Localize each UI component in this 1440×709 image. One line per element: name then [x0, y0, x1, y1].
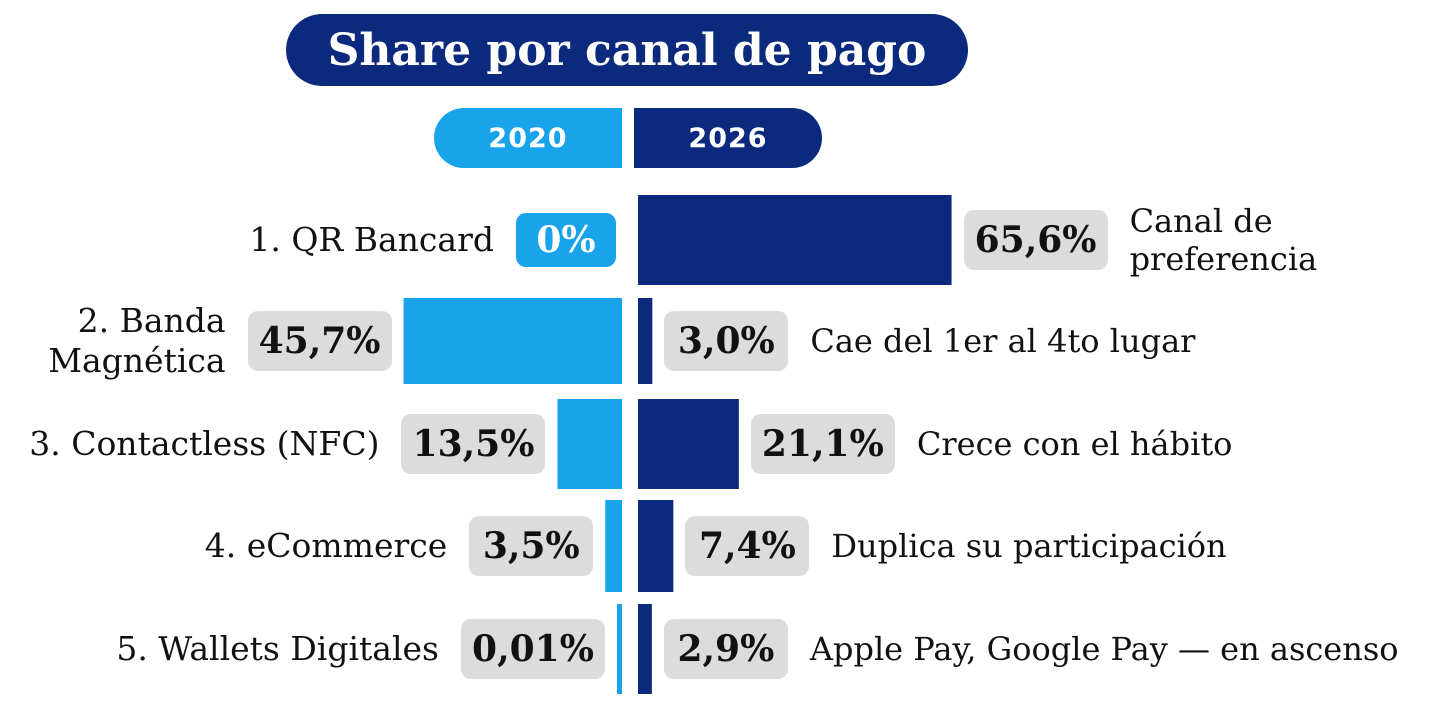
category-label-2: 2. Banda Magnética — [48, 301, 226, 380]
legend-2026: 2026 — [634, 108, 822, 168]
note-2: Cae del 1er al 4to lugar — [810, 322, 1196, 360]
chart-title: Share por canal de pago — [286, 14, 968, 86]
bar-2026-4 — [638, 500, 674, 592]
bar-2026-5 — [638, 604, 652, 694]
category-label-1: 1. QR Bancard — [249, 220, 494, 259]
bar-2020-2 — [403, 298, 622, 384]
category-label-4: 4. eCommerce — [204, 526, 448, 565]
bar-2026-3 — [638, 399, 739, 489]
bar-2020-5 — [617, 604, 622, 694]
category-label-3: 3. Contactless (NFC) — [29, 424, 380, 463]
bar-2020-4 — [605, 500, 622, 592]
value-2026-4: 7,4% — [685, 516, 810, 576]
value-2020-3: 13,5% — [401, 414, 546, 474]
value-2020-5: 0,01% — [461, 619, 605, 679]
value-2026-2: 3,0% — [664, 311, 789, 371]
value-2020-4: 3,5% — [469, 516, 594, 576]
value-2026-1: 65,6% — [963, 210, 1108, 270]
value-2020-2: 45,7% — [247, 311, 392, 371]
note-3: Crece con el hábito — [916, 425, 1233, 463]
bar-2026-1 — [638, 195, 952, 285]
note-5: Apple Pay, Google Pay — en ascenso — [809, 630, 1399, 668]
category-label-5: 5. Wallets Digitales — [116, 629, 439, 668]
bar-2020-3 — [557, 399, 622, 489]
value-2020-1: 0% — [516, 213, 616, 267]
value-2026-3: 21,1% — [750, 414, 895, 474]
value-2026-5: 2,9% — [663, 619, 788, 679]
note-4: Duplica su participación — [831, 527, 1227, 565]
note-1: Canal de preferencia — [1129, 202, 1318, 278]
legend-2020: 2020 — [434, 108, 622, 168]
bar-2026-2 — [638, 298, 653, 384]
